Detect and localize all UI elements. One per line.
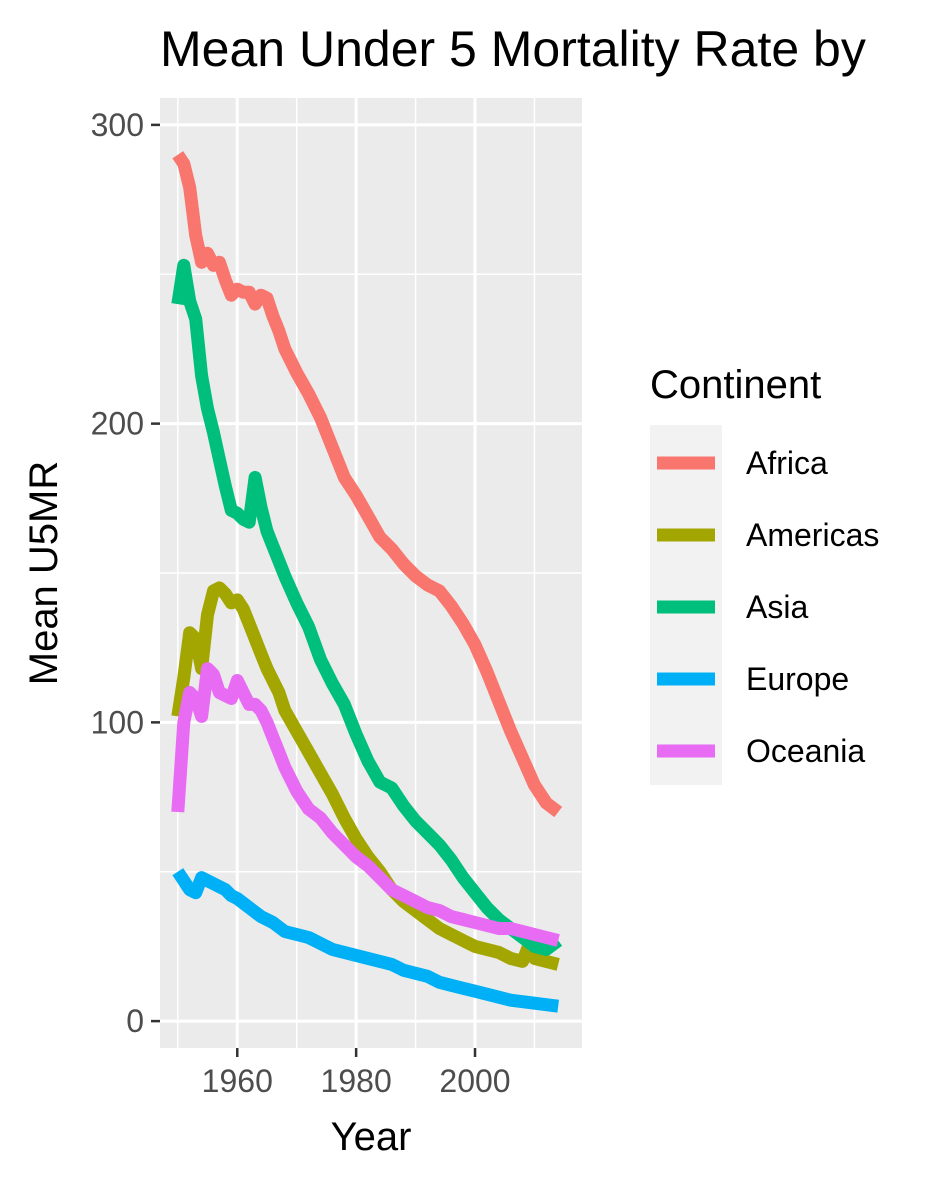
series-line-americas xyxy=(171,581,560,971)
legend-label-europe: Europe xyxy=(746,661,849,697)
y-tick-label: 100 xyxy=(91,704,144,740)
series-lines xyxy=(171,151,563,1013)
x-tick-label: 1980 xyxy=(321,1063,392,1099)
legend: Continent Africa Americas Asia Europe Oceani… xyxy=(650,363,879,785)
series-line-oceania xyxy=(171,662,560,947)
series-line-europe xyxy=(172,868,560,1013)
y-axis-title: Mean U5MR xyxy=(22,461,66,686)
series-line-africa xyxy=(172,151,563,818)
legend-label-africa: Africa xyxy=(746,445,828,481)
x-tick-label: 1960 xyxy=(202,1063,273,1099)
series-line-asia xyxy=(171,258,563,956)
axes: 1960 1980 2000 0 100 200 300 xyxy=(91,107,511,1099)
chart-title: Mean Under 5 Mortality Rate by xyxy=(160,21,866,77)
legend-items: Africa Americas Asia Europe Oceania xyxy=(657,445,879,769)
y-tick-label: 300 xyxy=(91,107,144,143)
x-tick-label: 2000 xyxy=(439,1063,510,1099)
y-tick-label: 0 xyxy=(126,1003,144,1039)
legend-label-oceania: Oceania xyxy=(746,733,865,769)
x-axis-title: Year xyxy=(331,1115,412,1159)
legend-title: Continent xyxy=(650,363,821,407)
y-tick-label: 200 xyxy=(91,406,144,442)
legend-label-americas: Americas xyxy=(746,517,879,553)
legend-label-asia: Asia xyxy=(746,589,808,625)
